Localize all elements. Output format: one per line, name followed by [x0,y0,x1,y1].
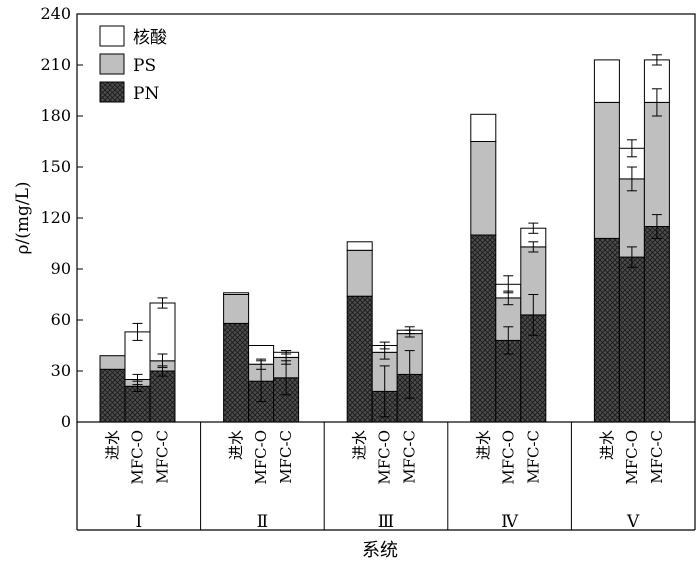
bar-segment-pn [643,226,670,423]
bar-segment-ps [223,294,250,324]
group-label: Ⅱ [257,512,269,532]
legend: 核酸 PS PN [99,25,167,104]
bar-segment-pn [99,368,126,423]
bar-segment-pn [470,234,497,423]
legend-label-nucleic-acid: 核酸 [133,28,167,48]
bar-segment-pn [149,370,176,423]
bar-segment-nucleic-acid [149,302,176,362]
category-label: MFC-C [277,430,295,484]
bar-segment-nucleic-acid [593,59,620,103]
group-label: Ⅲ [378,512,394,532]
y-tick-label: 240 [40,4,71,23]
bar-segment-nucleic-acid [223,292,250,295]
category-label: MFC-O [623,430,641,485]
category-label: MFC-O [129,430,147,485]
bar-segment-ps [643,101,670,227]
category-label: MFC-C [154,430,172,484]
y-tick-label: 210 [40,55,71,74]
y-tick-label: 0 [61,412,71,431]
category-label: 进水 [598,430,616,460]
category-label: MFC-O [252,430,270,485]
bar-segment-ps [593,101,620,239]
bar-segment-ps [99,355,126,370]
group-label: Ⅰ [135,512,142,532]
bar-segment-pn [593,237,620,423]
legend-label-ps: PS [133,56,156,76]
category-label: MFC-C [524,430,542,484]
group-label: Ⅳ [501,512,519,532]
bar-segment-ps [470,141,497,236]
legend-swatch-pn [99,81,125,103]
category-label: 进水 [227,430,245,460]
category-label: MFC-O [376,430,394,485]
y-tick-label: 60 [51,310,71,329]
bar-segment-ps [346,249,373,297]
bar-segment-nucleic-acid [346,241,373,251]
y-tick-label: 120 [40,208,71,227]
category-label: MFC-C [648,430,666,484]
bar-segment-pn [618,256,645,423]
legend-swatch-nucleic-acid [99,25,125,47]
group-label: Ⅴ [626,512,640,532]
y-tick-label: 150 [40,157,71,176]
bar-segment-pn [223,322,250,423]
y-tick-label: 180 [40,106,71,125]
legend-swatch-ps [99,53,125,75]
category-label: 进水 [104,430,122,460]
x-axis-title: 系统 [362,540,398,561]
bar-segment-pn [346,295,373,423]
category-label: 进水 [351,430,369,460]
bar-segment-nucleic-acid [470,113,497,143]
category-label: MFC-O [499,430,517,485]
y-tick-label: 90 [51,259,71,278]
category-label: MFC-C [401,430,419,484]
legend-label-pn: PN [133,84,159,104]
plot-area: 0 30 60 90 120 150 180 210 240 Ⅰ Ⅱ Ⅲ Ⅳ Ⅴ 进水 MFC-O MFC-C 进… [40,4,696,532]
y-axis-title: ρ/(mg/L) [13,181,33,254]
y-tick-label: 30 [51,361,71,380]
category-label: 进水 [474,430,492,460]
